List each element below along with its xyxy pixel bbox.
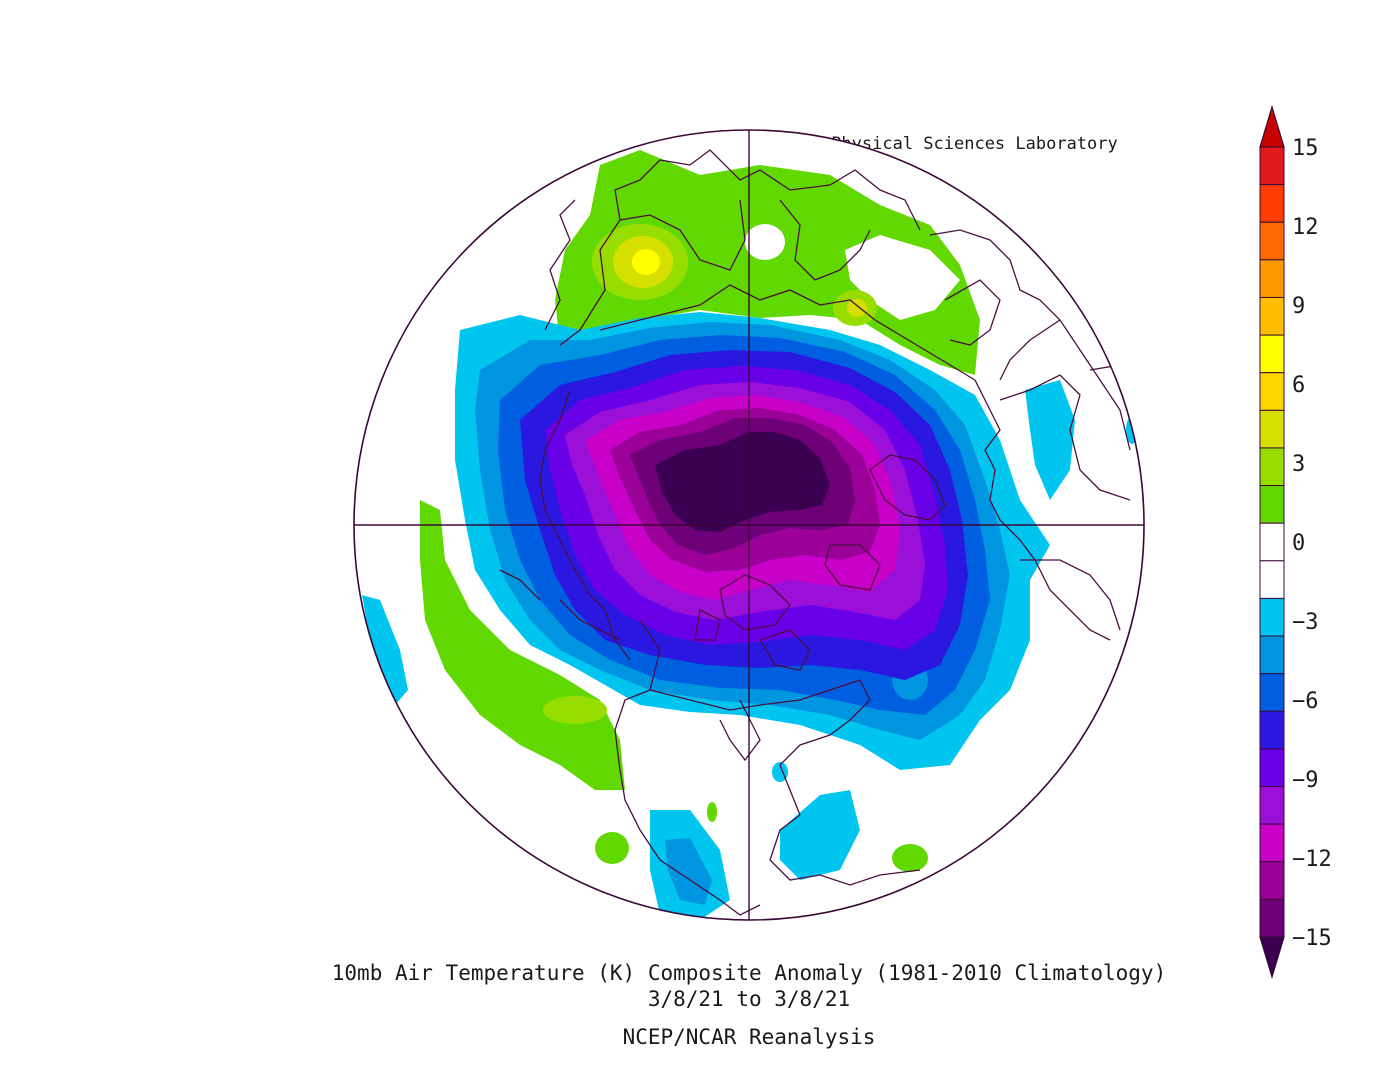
colorbar-tick-label: −6 xyxy=(1292,689,1319,714)
colorbar-bin xyxy=(1259,560,1285,599)
colorbar-tick-label: −12 xyxy=(1292,847,1332,872)
colorbar-bin xyxy=(1259,447,1285,487)
colorbar-over-arrow xyxy=(1259,104,1285,148)
colorbar-bin xyxy=(1259,823,1285,863)
colorbar-under-arrow xyxy=(1259,936,1285,980)
colorbar-tick-label: 15 xyxy=(1292,136,1319,161)
colorbar-bin xyxy=(1259,409,1285,449)
colorbar-bin xyxy=(1259,372,1285,411)
colorbar-bin xyxy=(1259,710,1285,750)
colorbar-bin xyxy=(1259,673,1285,712)
colorbar-tick-label: 6 xyxy=(1292,373,1305,398)
colorbar-bin xyxy=(1259,861,1285,900)
colorbar-tick-label: 3 xyxy=(1292,452,1305,477)
colorbar-bin xyxy=(1259,485,1285,524)
colorbar-bin xyxy=(1259,898,1285,938)
colorbar-tick-label: 12 xyxy=(1292,215,1319,240)
colorbar-tick-label: −3 xyxy=(1292,610,1319,635)
colorbar-bin xyxy=(1259,221,1285,261)
colorbar-tick-label: 9 xyxy=(1292,294,1305,319)
colorbar: 15 12 9 6 3 0 −3 −6 −9 −12 −15 xyxy=(1259,104,1332,980)
colorbar-tick-label: −9 xyxy=(1292,768,1319,793)
colorbar-bin xyxy=(1259,522,1285,562)
colorbar-tick-label: 0 xyxy=(1292,531,1305,556)
colorbar-tick-label: −15 xyxy=(1292,926,1332,951)
colorbar-bin xyxy=(1259,184,1285,223)
date-range: 3/8/21 to 3/8/21 xyxy=(648,987,850,1011)
data-source: NCEP/NCAR Reanalysis xyxy=(623,1025,876,1049)
colorbar-bin xyxy=(1259,635,1285,675)
colorbar-bin xyxy=(1259,259,1285,298)
coastlines xyxy=(499,149,1136,916)
colorbar-bin xyxy=(1259,597,1285,637)
chart-title: 10mb Air Temperature (K) Composite Anoma… xyxy=(332,961,1166,985)
colorbar-bin xyxy=(1259,786,1285,825)
colorbar-bin xyxy=(1259,748,1285,788)
map-boundary-circle xyxy=(353,129,1145,921)
cold-core-inner xyxy=(655,432,830,532)
colorbar-bin xyxy=(1259,146,1285,186)
colorbar-bin xyxy=(1259,334,1285,374)
colorbar-bin xyxy=(1259,296,1285,336)
